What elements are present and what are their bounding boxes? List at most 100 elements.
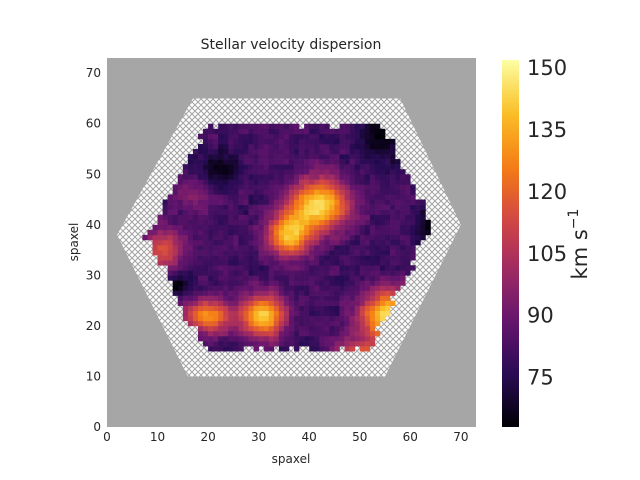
- spaxel-pixel: [410, 199, 416, 205]
- spaxel-pixel: [213, 255, 219, 261]
- spaxel-pixel: [349, 346, 355, 352]
- spaxel-pixel: [273, 184, 280, 190]
- spaxel-pixel: [354, 164, 361, 170]
- spaxel-pixel: [329, 315, 335, 322]
- spaxel-pixel: [268, 336, 275, 342]
- spaxel-pixel: [294, 336, 300, 342]
- spaxel-pixel: [248, 143, 254, 150]
- spaxel-pixel: [334, 255, 340, 261]
- spaxel-pixel: [410, 189, 416, 195]
- spaxel-pixel: [354, 270, 361, 276]
- spaxel-pixel: [379, 239, 386, 246]
- spaxel-pixel: [364, 255, 371, 261]
- spaxel-pixel: [359, 245, 366, 251]
- spaxel-pixel: [233, 234, 239, 241]
- spaxel-pixel: [304, 224, 310, 231]
- spaxel-pixel: [294, 123, 300, 130]
- spaxel-pixel: [238, 280, 244, 286]
- spaxel-pixel: [334, 148, 340, 155]
- spaxel-pixel: [283, 224, 290, 231]
- spaxel-pixel: [324, 310, 330, 317]
- spaxel-pixel: [349, 164, 355, 170]
- spaxel-pixel: [223, 275, 229, 281]
- spaxel-pixel: [228, 234, 234, 241]
- spaxel-pixel: [339, 199, 345, 205]
- spaxel-pixel: [263, 310, 270, 317]
- spaxel-pixel: [278, 123, 285, 130]
- spaxel-pixel: [319, 159, 325, 165]
- spaxel-pixel: [223, 305, 229, 312]
- spaxel-pixel: [359, 285, 366, 291]
- spaxel-pixel: [283, 214, 290, 221]
- spaxel-pixel: [288, 320, 295, 327]
- spaxel-pixel: [278, 255, 285, 261]
- spaxel-pixel: [294, 260, 300, 266]
- spaxel-pixel: [268, 320, 275, 327]
- spaxel-pixel: [299, 315, 305, 322]
- spaxel-pixel: [324, 204, 330, 210]
- spaxel-pixel: [203, 138, 209, 145]
- spaxel-pixel: [319, 330, 325, 337]
- spaxel-pixel: [294, 234, 300, 241]
- spaxel-pixel: [314, 255, 320, 261]
- spaxel-pixel: [385, 245, 391, 251]
- spaxel-pixel: [213, 164, 219, 170]
- spaxel-pixel: [273, 336, 280, 342]
- spaxel-pixel: [288, 239, 295, 246]
- spaxel-pixel: [152, 234, 158, 241]
- spaxel-pixel: [172, 285, 179, 291]
- spaxel-pixel: [238, 224, 244, 231]
- spaxel-pixel: [294, 275, 300, 281]
- spaxel-pixel: [268, 123, 275, 130]
- spaxel-pixel: [309, 148, 315, 155]
- spaxel-pixel: [192, 270, 199, 276]
- spaxel-pixel: [314, 128, 320, 135]
- spaxel-pixel: [213, 346, 219, 352]
- spaxel-pixel: [324, 280, 330, 286]
- spaxel-pixel: [197, 245, 204, 251]
- spaxel-pixel: [218, 133, 224, 140]
- spaxel-pixel: [304, 315, 310, 322]
- spaxel-pixel: [268, 224, 275, 231]
- spaxel-pixel: [385, 290, 391, 296]
- spaxel-pixel: [319, 260, 325, 266]
- spaxel-pixel: [364, 154, 371, 160]
- spaxel-pixel: [213, 154, 219, 160]
- spaxel-pixel: [223, 260, 229, 266]
- spaxel-pixel: [197, 234, 204, 241]
- spaxel-pixel: [177, 300, 184, 306]
- spaxel-pixel: [223, 154, 229, 160]
- spaxel-pixel: [344, 154, 350, 160]
- spaxel-pixel: [354, 179, 361, 185]
- spaxel-pixel: [268, 204, 275, 210]
- spaxel-pixel: [400, 169, 406, 175]
- spaxel-pixel: [197, 255, 204, 261]
- spaxel-pixel: [273, 290, 280, 296]
- spaxel-pixel: [324, 305, 330, 312]
- spaxel-pixel: [268, 143, 275, 150]
- spaxel-pixel: [213, 133, 219, 140]
- spaxel-pixel: [228, 300, 234, 306]
- spaxel-pixel: [213, 270, 219, 276]
- spaxel-pixel: [238, 265, 244, 271]
- spaxel-pixel: [203, 280, 209, 286]
- spaxel-pixel: [314, 310, 320, 317]
- spaxel-pixel: [248, 300, 254, 306]
- spaxel-pixel: [187, 285, 194, 291]
- spaxel-pixel: [354, 255, 361, 261]
- spaxel-pixel: [288, 224, 295, 231]
- spaxel-pixel: [238, 204, 244, 210]
- spaxel-pixel: [314, 336, 320, 342]
- spaxel-pixel: [218, 169, 224, 175]
- spaxel-pixel: [369, 148, 376, 155]
- spaxel-pixel: [309, 265, 315, 271]
- spaxel-pixel: [283, 255, 290, 261]
- spaxel-pixel: [349, 214, 355, 221]
- spaxel-pixel: [349, 143, 355, 150]
- spaxel-pixel: [268, 189, 275, 195]
- spaxel-pixel: [329, 295, 335, 301]
- spaxel-pixel: [314, 148, 320, 155]
- spaxel-pixel: [329, 330, 335, 337]
- spaxel-pixel: [213, 305, 219, 312]
- spaxel-pixel: [223, 315, 229, 322]
